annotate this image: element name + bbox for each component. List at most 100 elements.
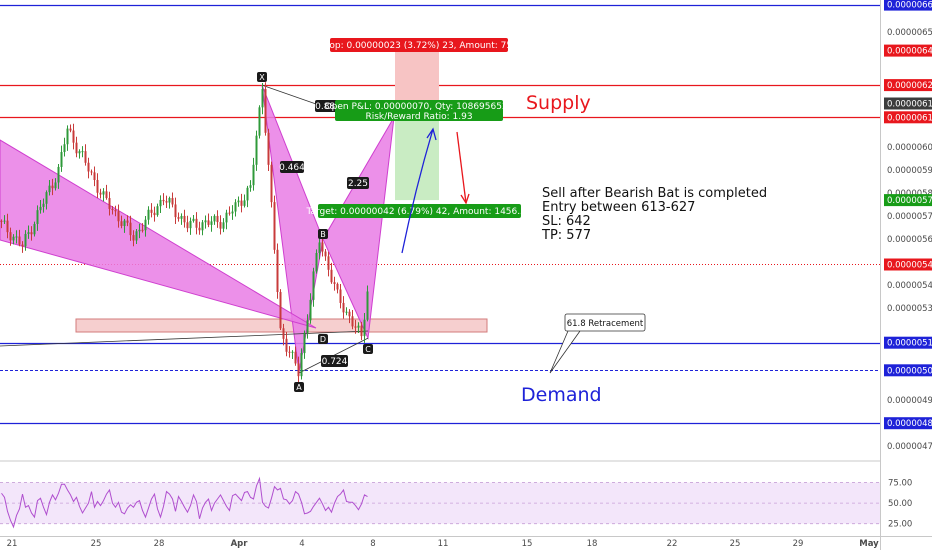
- candle-body: [48, 185, 51, 193]
- candle-body: [159, 199, 162, 207]
- trend-line: [0, 330, 369, 347]
- time-tick-label: 29: [793, 539, 804, 549]
- candle-body: [57, 166, 60, 183]
- candle-body: [297, 363, 300, 377]
- price-tag-label: 0.00000613: [887, 113, 932, 123]
- candle-body: [3, 220, 6, 222]
- candle-body: [351, 316, 354, 327]
- time-tick-label: 22: [667, 539, 678, 549]
- candle-body: [327, 256, 330, 270]
- target-label: Target: 0.00000042 (6.79%) 42, Amount: 1…: [305, 207, 531, 217]
- strategy-note-line: Entry between 613-627: [542, 200, 695, 215]
- candle-body: [330, 269, 333, 283]
- price-tag: [884, 79, 932, 92]
- ratio-badge: [347, 177, 369, 189]
- pattern-point-badge: [363, 344, 373, 354]
- rsi-tick-label: 75.00: [888, 479, 912, 489]
- pattern-point-badge: [318, 229, 328, 239]
- candle-body: [201, 222, 204, 231]
- candle-body: [117, 211, 120, 222]
- ratio-line-xb: [261, 84, 317, 105]
- candle-body: [156, 206, 159, 216]
- rsi-tick-label: 50.00: [888, 499, 912, 509]
- up-arrow-head: [426, 127, 437, 141]
- candle-body: [318, 242, 321, 253]
- candle-body: [84, 151, 87, 163]
- candle-body: [225, 212, 228, 223]
- candle-body: [264, 88, 267, 133]
- price-tag-label: 0.00000549: [887, 261, 932, 271]
- candle-body: [144, 219, 147, 231]
- time-tick-label: 28: [154, 539, 165, 549]
- candle-body: [135, 231, 138, 241]
- candle-body: [114, 210, 117, 212]
- prior-pattern-wing: [0, 139, 317, 329]
- candle-body: [342, 302, 345, 313]
- candle-body: [258, 107, 261, 136]
- candle-body: [354, 326, 357, 328]
- candle-body: [111, 208, 114, 211]
- pattern-point-label: X: [259, 73, 265, 82]
- candle-body: [36, 210, 39, 224]
- candle-body: [186, 222, 189, 229]
- candle-body: [12, 236, 15, 241]
- candle-body: [210, 221, 213, 225]
- price-tag: [884, 336, 932, 349]
- candle-body: [69, 128, 72, 131]
- time-tick-label: 11: [438, 539, 449, 549]
- ratio-label: 0.464: [279, 163, 305, 173]
- candle-body: [240, 200, 243, 206]
- candle-body: [66, 128, 69, 145]
- price-tag: [884, 97, 932, 110]
- candle-body: [267, 132, 270, 165]
- rsi-tick-label: 25.00: [888, 520, 912, 530]
- candle-body: [90, 171, 93, 173]
- candle-body: [357, 325, 360, 328]
- price-tick-label: 0.00000470: [887, 442, 932, 452]
- candle-body: [150, 209, 153, 213]
- supply-label: Supply: [526, 92, 591, 114]
- candle-body: [6, 220, 9, 233]
- candle-body: [336, 283, 339, 290]
- candle-body: [153, 212, 156, 216]
- stop-label-box: [330, 38, 508, 52]
- candle-body: [165, 201, 168, 203]
- stop-label: Stop: 0.00000023 (3.72%) 23, Amount: 750: [320, 41, 518, 51]
- pattern-point-badge: [318, 334, 328, 344]
- price-tag-label: 0.00000619: [887, 100, 932, 110]
- price-tag-label: 0.00000503: [887, 366, 932, 376]
- price-tag-label: 0.00000480: [887, 419, 932, 429]
- down-arrow-head: [460, 193, 470, 205]
- candle-body: [282, 328, 285, 339]
- candle-body: [309, 299, 312, 321]
- candle-body: [63, 144, 66, 153]
- candle-body: [303, 332, 306, 354]
- ratio-label: 0.724: [322, 357, 348, 367]
- price-tag: [884, 194, 932, 207]
- candle-body: [321, 242, 324, 252]
- candle-body: [231, 211, 234, 214]
- time-tick-label: 8: [370, 539, 375, 549]
- candle-body: [0, 220, 3, 222]
- ratio-label: 0.886: [315, 102, 341, 112]
- pattern-point-label: D: [320, 335, 326, 344]
- candle-body: [339, 289, 342, 303]
- candle-body: [30, 232, 33, 235]
- strategy-note-line: SL: 642: [542, 214, 591, 229]
- candle-body: [315, 252, 318, 272]
- candle-body: [324, 251, 327, 257]
- callout-box: [564, 313, 646, 332]
- candle-body: [285, 338, 288, 352]
- candle-body: [288, 351, 291, 353]
- pattern-point-label: A: [296, 383, 302, 392]
- candle-body: [252, 164, 255, 186]
- candle-body: [105, 191, 108, 199]
- candle-body: [234, 202, 237, 212]
- candle-body: [360, 325, 363, 337]
